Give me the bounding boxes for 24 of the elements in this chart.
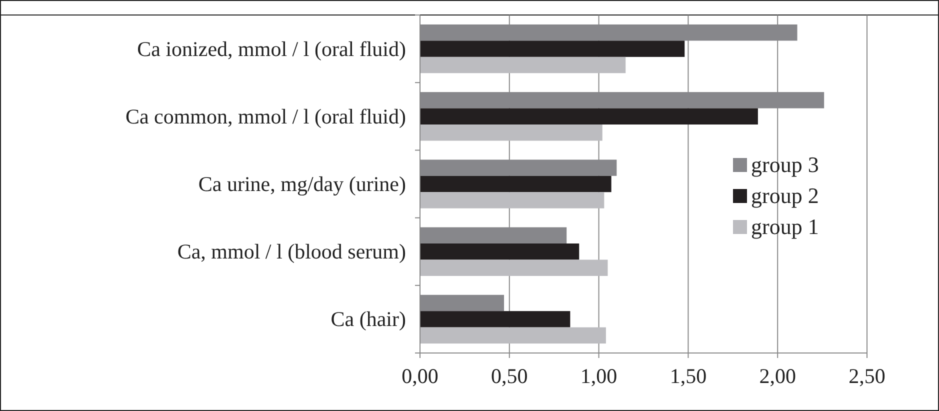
bar bbox=[420, 108, 758, 125]
bar bbox=[420, 124, 602, 141]
bar bbox=[420, 192, 604, 208]
x-tick-label: 0,50 bbox=[491, 364, 528, 388]
x-tick-label: 1,00 bbox=[580, 364, 618, 388]
legend-label: group 2 bbox=[751, 183, 819, 208]
x-tick-label: 1,50 bbox=[670, 364, 707, 388]
y-tick-label: Ca ionized, mmol / l (oral fluid) bbox=[137, 36, 406, 61]
bar bbox=[420, 40, 685, 57]
y-tick-label: Ca common, mmol / l (oral fluid) bbox=[125, 104, 406, 128]
x-tick-label: 2,00 bbox=[759, 364, 796, 388]
x-tick-label: 0,00 bbox=[402, 364, 438, 388]
y-tick-label: Ca (hair) bbox=[330, 307, 406, 332]
bar bbox=[420, 176, 612, 192]
bar bbox=[420, 327, 606, 344]
bar bbox=[420, 56, 626, 74]
bar bbox=[420, 260, 608, 276]
legend-label: group 3 bbox=[751, 152, 819, 177]
y-tick-label: Ca urine, mg/day (urine) bbox=[198, 172, 406, 196]
x-tick-label: 2,50 bbox=[848, 364, 886, 388]
bar bbox=[420, 311, 570, 328]
bar bbox=[420, 243, 580, 260]
legend-label: group 1 bbox=[751, 214, 819, 239]
y-tick-label: Ca, mmol / l (blood serum) bbox=[177, 240, 406, 264]
